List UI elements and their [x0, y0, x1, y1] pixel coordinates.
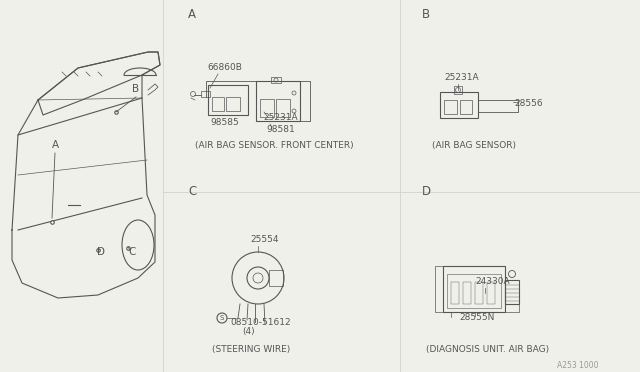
Text: 98585: 98585	[210, 118, 239, 127]
Text: 25554: 25554	[250, 235, 278, 244]
Bar	[269, 270, 283, 286]
Text: B: B	[132, 84, 140, 94]
Text: 66860B: 66860B	[207, 63, 242, 72]
Bar	[443, 266, 505, 312]
Bar	[276, 99, 290, 117]
Text: A: A	[188, 8, 196, 21]
Text: (AIR BAG SENSOR): (AIR BAG SENSOR)	[432, 141, 516, 150]
Bar	[201, 91, 210, 97]
Bar	[505, 280, 519, 304]
Text: 25231A: 25231A	[444, 73, 479, 82]
Text: 25231A: 25231A	[263, 113, 298, 122]
Bar	[460, 100, 472, 114]
Bar	[463, 282, 471, 304]
Bar	[451, 282, 459, 304]
Bar	[447, 274, 501, 308]
Text: 08510-51612: 08510-51612	[230, 318, 291, 327]
Text: B: B	[422, 8, 430, 21]
Text: D: D	[422, 185, 431, 198]
Text: (STEERING WIRE): (STEERING WIRE)	[212, 345, 291, 354]
Bar	[444, 100, 457, 114]
Bar	[212, 97, 224, 111]
Bar	[475, 282, 483, 304]
Text: (4): (4)	[242, 327, 255, 336]
Text: 28555N: 28555N	[459, 313, 494, 322]
Text: D: D	[97, 247, 105, 257]
Bar	[440, 92, 478, 118]
Text: A: A	[51, 140, 59, 150]
Text: 98581: 98581	[266, 125, 295, 134]
Text: (AIR BAG SENSOR. FRONT CENTER): (AIR BAG SENSOR. FRONT CENTER)	[195, 141, 354, 150]
Bar	[208, 85, 248, 115]
Text: C: C	[188, 185, 196, 198]
Text: 28556: 28556	[514, 99, 543, 108]
Bar	[260, 99, 274, 117]
Text: S: S	[220, 315, 224, 321]
Bar	[454, 86, 462, 94]
Text: 24330A: 24330A	[475, 277, 509, 286]
Bar	[256, 81, 300, 121]
Text: A253 1000: A253 1000	[557, 361, 598, 370]
Text: (DIAGNOSIS UNIT. AIR BAG): (DIAGNOSIS UNIT. AIR BAG)	[426, 345, 549, 354]
Bar	[226, 97, 240, 111]
Bar	[487, 282, 495, 304]
Bar	[271, 77, 281, 83]
Text: C: C	[128, 247, 136, 257]
